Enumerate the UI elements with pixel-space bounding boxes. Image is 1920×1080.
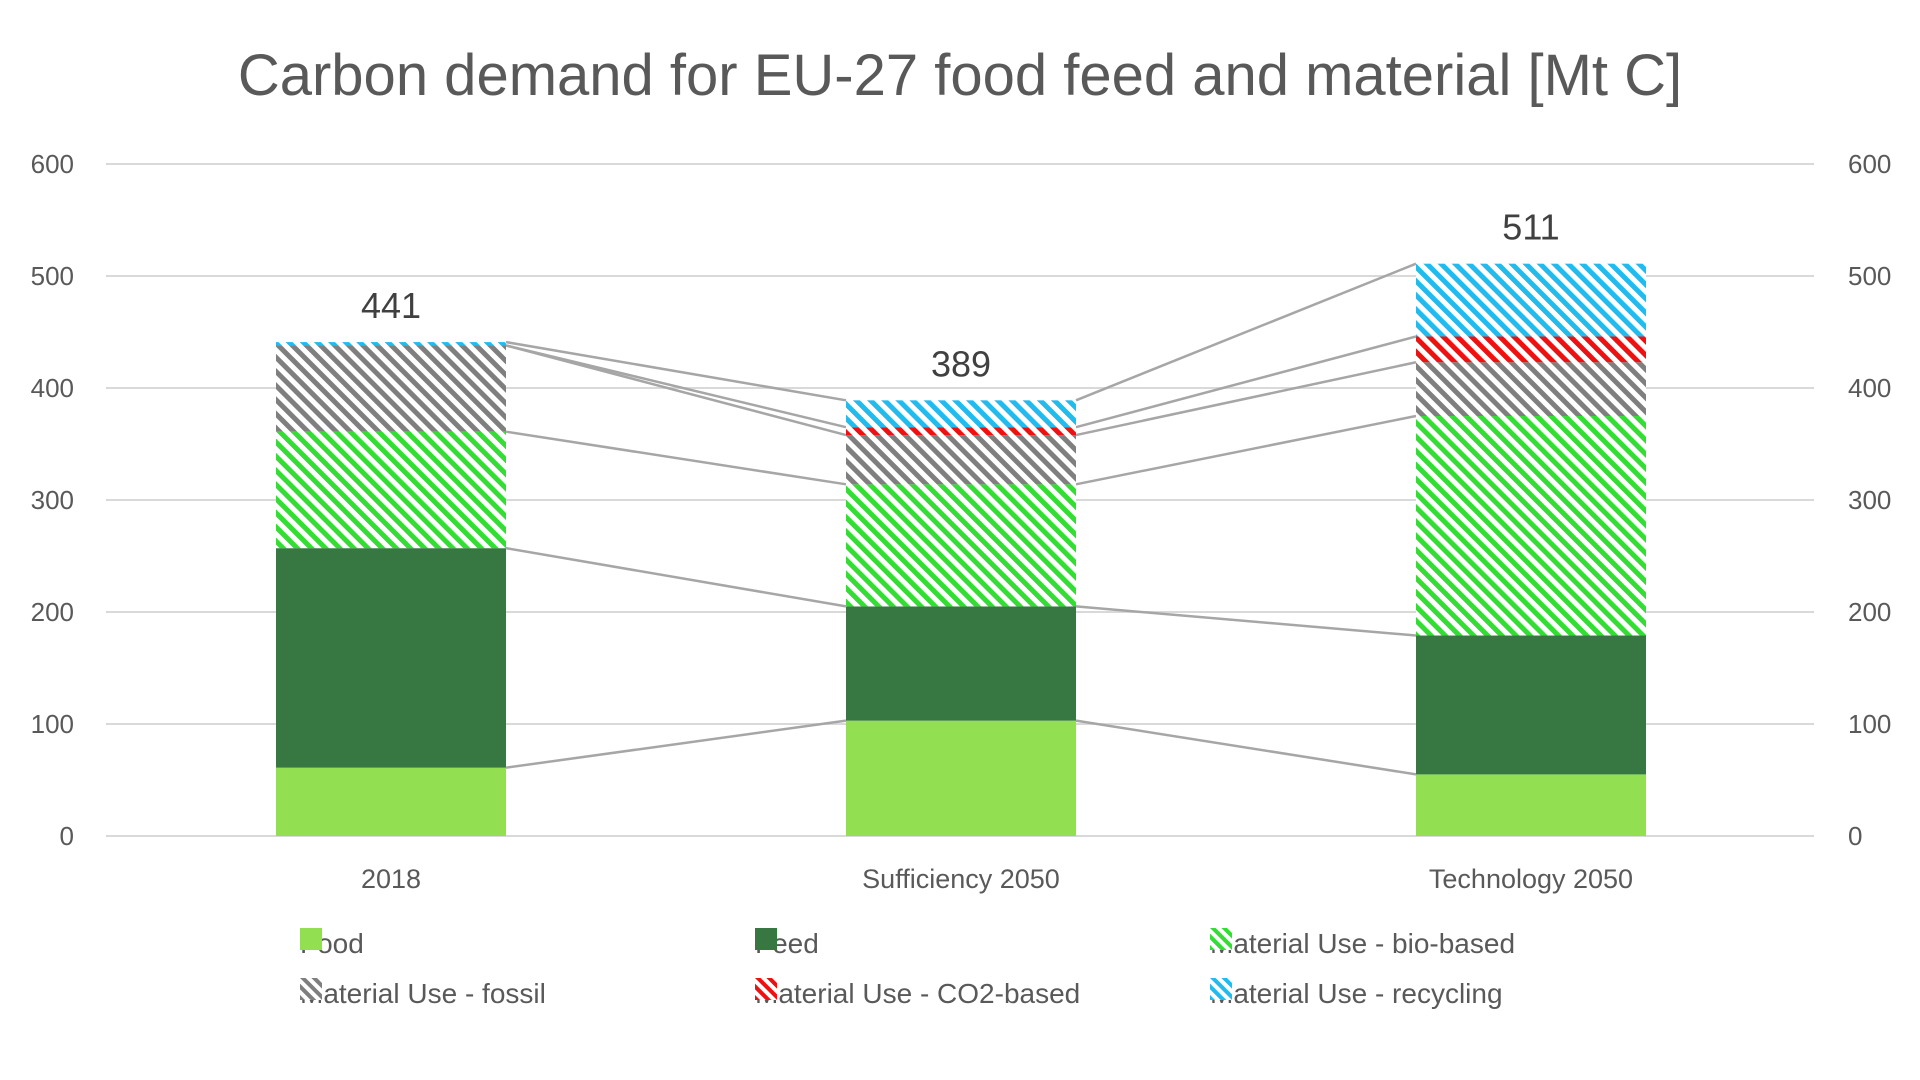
bars [276, 263, 1646, 836]
series-line [1075, 414, 1417, 486]
bar-segment [846, 427, 1076, 436]
bar-segment [276, 431, 506, 549]
legend-item: Material Use - CO2-based [755, 978, 1080, 1010]
y-tick-label-right: 0 [1848, 821, 1862, 851]
bar-segment [1416, 362, 1646, 416]
y-tick-label-right: 100 [1848, 709, 1891, 739]
series-line [505, 719, 847, 769]
y-tick-label-right: 300 [1848, 485, 1891, 515]
bar-segment [846, 606, 1076, 721]
total-data-label: 441 [361, 285, 421, 326]
legend-item: Material Use - bio-based [1210, 928, 1515, 960]
y-tick-label-right: 500 [1848, 261, 1891, 291]
series-line [1075, 262, 1417, 402]
legend-label: Material Use - CO2-based [755, 978, 1081, 1009]
legend-swatch [755, 978, 777, 1000]
series-line [1075, 719, 1417, 776]
legend-swatch [1210, 928, 1232, 950]
legend-swatch [300, 928, 322, 950]
chart-title: Carbon demand for EU-27 food feed and ma… [237, 43, 1683, 108]
bar-segment [846, 720, 1076, 836]
series-line [505, 340, 847, 402]
series-line [505, 430, 847, 486]
y-tick-label-left: 600 [31, 149, 74, 179]
bar-segment [276, 345, 506, 432]
series-line [505, 546, 847, 608]
series-line [505, 344, 847, 429]
x-category-label: 2018 [361, 864, 421, 894]
y-tick-label-left: 100 [31, 709, 74, 739]
series-line [1075, 335, 1417, 429]
y-tick-label-left: 0 [60, 821, 74, 851]
bar-segment [846, 435, 1076, 485]
legend-item: Material Use - recycling [1210, 978, 1503, 1010]
total-data-label: 389 [931, 343, 991, 384]
bar-segment [276, 548, 506, 768]
y-tick-label-right: 200 [1848, 597, 1891, 627]
legend-item: Feed [755, 928, 819, 960]
legend-label: Material Use - bio-based [1210, 928, 1516, 959]
series-line [505, 344, 847, 437]
legend-label: Material Use - recycling [1210, 978, 1503, 1009]
y-tick-label-right: 400 [1848, 373, 1891, 403]
bar-segment [276, 342, 506, 346]
legend-swatch [755, 928, 777, 950]
y-tick-label-left: 300 [31, 485, 74, 515]
x-category-label: Sufficiency 2050 [862, 864, 1060, 894]
bar-segment [1416, 263, 1646, 337]
x-category-label: Technology 2050 [1429, 864, 1633, 894]
bar-segment [1416, 635, 1646, 775]
y-tick-label-right: 600 [1848, 149, 1891, 179]
bar-segment [1416, 774, 1646, 836]
y-tick-label-left: 500 [31, 261, 74, 291]
bar-segment [1416, 336, 1646, 363]
bar-segment [1416, 416, 1646, 636]
total-data-label: 511 [1502, 207, 1559, 248]
bar-segment [846, 484, 1076, 607]
series-line [1075, 361, 1417, 437]
labels: 0 0 100 100 200 200 300 300 400 400 500 500 600 600 20… [31, 149, 1892, 894]
y-tick-label-left: 400 [31, 373, 74, 403]
series-line [1075, 605, 1417, 637]
bar-segment [276, 767, 506, 836]
legend-label: Material Use - fossil [300, 978, 546, 1009]
legend-swatch [1210, 978, 1232, 1000]
legend-item: Food [300, 928, 364, 960]
bar-segment [846, 400, 1076, 428]
y-tick-label-left: 200 [31, 597, 74, 627]
legend-swatch [300, 978, 322, 1000]
legend-item: Material Use - fossil [300, 978, 546, 1010]
series-lines [505, 262, 1417, 776]
